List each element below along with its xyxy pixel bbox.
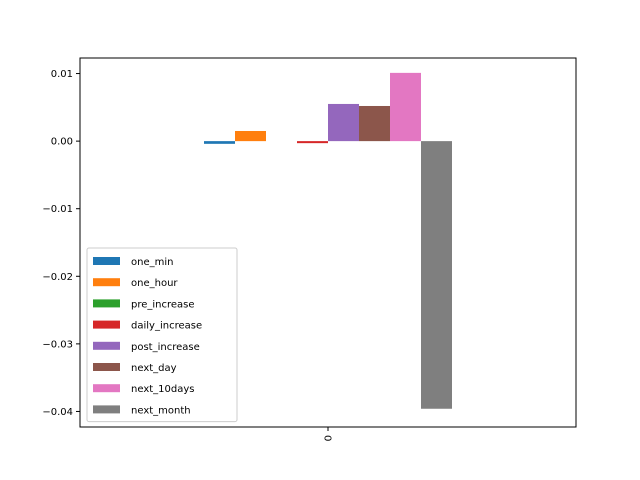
y-tick-label: 0.01 xyxy=(51,69,73,80)
legend-swatch-one-hour xyxy=(93,278,120,287)
bar-next-10days xyxy=(390,72,421,142)
bar-next-day xyxy=(359,105,390,142)
bar-daily-increase xyxy=(297,141,328,144)
bar-one-hour xyxy=(235,130,266,142)
legend-label-one-hour: one_hour xyxy=(131,278,178,289)
legend-label-daily-increase: daily_increase xyxy=(131,321,202,332)
legend-swatch-pre-increase xyxy=(93,299,120,308)
legend-label-next-month: next_month xyxy=(131,405,191,416)
legend-label-next-10days: next_10days xyxy=(131,384,194,395)
bar-one-min xyxy=(204,141,235,144)
legend-swatch-post-increase xyxy=(93,341,120,350)
legend-label-one-min: one_min xyxy=(131,257,173,268)
legend-swatch-next-day xyxy=(93,363,120,371)
y-axis: 0.01 0.00 −0.01 −0.02 −0.03 −0.04 xyxy=(42,69,80,418)
bar-next-month xyxy=(421,141,452,409)
legend-label-post-increase: post_increase xyxy=(131,342,200,353)
y-tick-label: 0.00 xyxy=(51,137,73,148)
legend-swatch-daily-increase xyxy=(93,320,120,329)
bar-post-increase xyxy=(328,103,359,142)
x-tick-label: 0 xyxy=(324,435,335,441)
y-tick-label: −0.03 xyxy=(42,339,73,350)
legend-frame xyxy=(86,247,238,423)
legend: one_min one_hour pre_increase daily_increas… xyxy=(86,247,238,423)
y-tick-label: −0.01 xyxy=(42,204,73,215)
y-tick-label: −0.04 xyxy=(42,407,73,418)
y-tick-label: −0.02 xyxy=(42,272,73,283)
legend-label-pre-increase: pre_increase xyxy=(131,299,195,310)
legend-swatch-one-min xyxy=(93,257,120,265)
x-axis: 0 xyxy=(324,427,335,441)
legend-label-next-day: next_day xyxy=(131,363,177,374)
legend-swatch-next-10days xyxy=(93,384,120,393)
bars-group xyxy=(204,72,452,409)
legend-swatch-next-month xyxy=(93,405,120,414)
